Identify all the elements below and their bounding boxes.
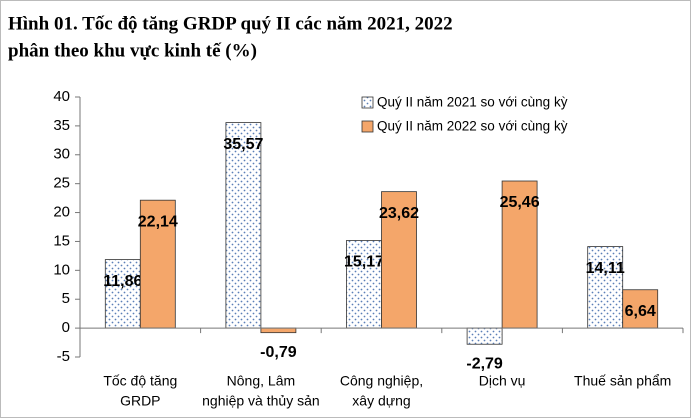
value-label: 6,64 bbox=[625, 303, 656, 320]
value-label: 11,86 bbox=[103, 273, 142, 290]
y-tick-label: 40 bbox=[53, 88, 70, 105]
value-label: -0,79 bbox=[260, 344, 297, 361]
x-tick-label: xây dựng bbox=[352, 393, 410, 409]
value-label: 22,14 bbox=[138, 213, 178, 230]
chart-title: phân theo khu vực kinh tế (%) bbox=[8, 40, 257, 61]
x-tick-label: Công nghiệp, bbox=[340, 373, 423, 389]
legend-swatch bbox=[361, 96, 374, 109]
y-tick-label: 35 bbox=[53, 117, 70, 134]
bar bbox=[466, 327, 503, 345]
x-tick-label: Dịch vụ bbox=[479, 373, 526, 389]
x-tick-label: nghiệp và thủy sản bbox=[202, 393, 320, 409]
value-label: 23,62 bbox=[379, 205, 419, 222]
y-tick-label: 30 bbox=[53, 146, 70, 163]
bar bbox=[104, 259, 141, 329]
bar bbox=[225, 122, 262, 329]
x-tick-label: Thuế sản phẩm bbox=[574, 373, 671, 389]
y-tick-label: 15 bbox=[53, 232, 70, 249]
value-label: -2,79 bbox=[466, 355, 503, 372]
value-label: 35,57 bbox=[223, 136, 263, 153]
y-tick-label: 10 bbox=[53, 261, 70, 278]
legend-label: Quý II năm 2021 so với cùng kỳ bbox=[377, 95, 568, 110]
bar bbox=[501, 180, 538, 329]
bar bbox=[381, 191, 417, 329]
x-tick-label: GRDP bbox=[120, 393, 160, 409]
y-tick-label: 20 bbox=[53, 204, 70, 221]
x-tick-label: Tốc độ tăng bbox=[103, 373, 177, 389]
value-label: 14,11 bbox=[586, 260, 625, 277]
bar bbox=[139, 199, 176, 329]
legend-swatch bbox=[361, 120, 374, 133]
legend-label: Quý II năm 2022 so với cùng kỳ bbox=[377, 119, 568, 134]
chart-title: Hình 01. Tốc độ tăng GRDP quý II các năm… bbox=[8, 13, 453, 34]
x-tick-label: Nông, Lâm bbox=[227, 373, 295, 389]
y-tick-label: 5 bbox=[62, 290, 70, 307]
y-tick-label: 0 bbox=[62, 319, 70, 336]
y-tick-label: 25 bbox=[53, 175, 70, 192]
value-label: 15,17 bbox=[344, 254, 384, 271]
bar bbox=[260, 327, 297, 334]
value-label: 25,46 bbox=[500, 194, 540, 211]
y-tick-label: -5 bbox=[57, 348, 70, 365]
